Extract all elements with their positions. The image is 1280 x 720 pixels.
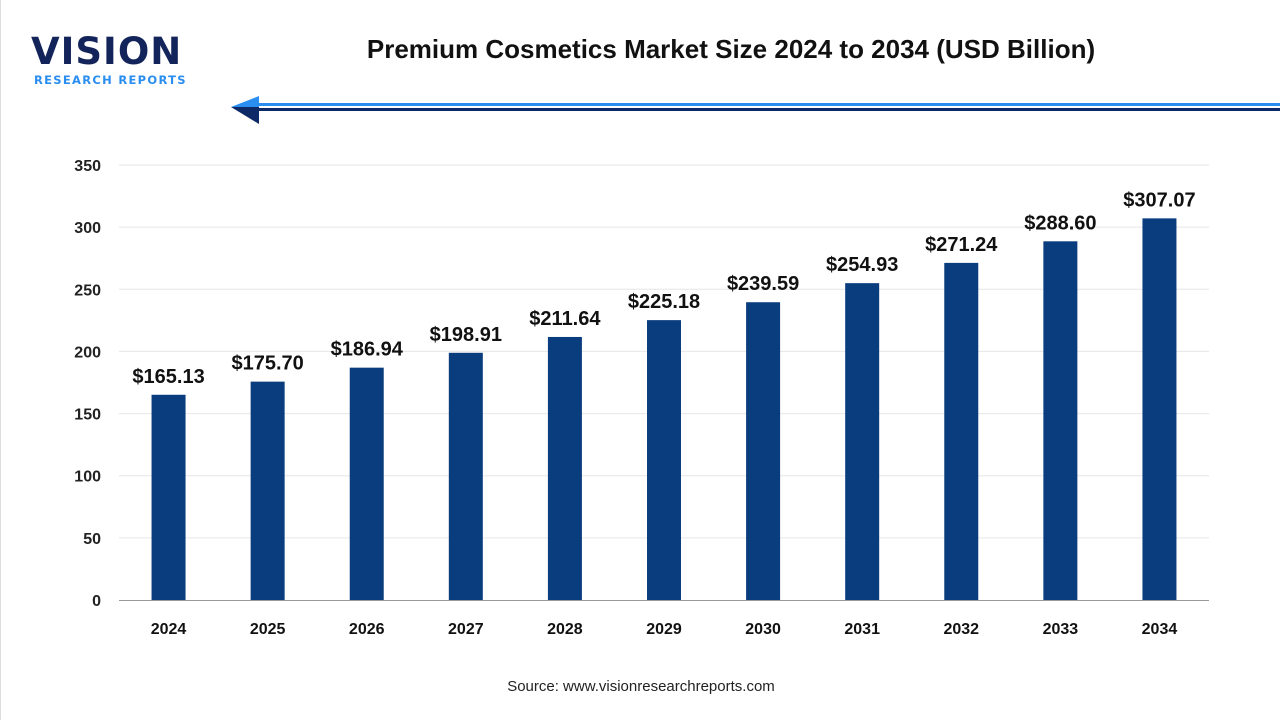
data-label: $239.59: [727, 273, 799, 295]
y-tick-label: 250: [74, 282, 101, 299]
data-label: $198.91: [430, 324, 502, 346]
y-tick-label: 200: [74, 344, 101, 361]
data-label: $271.24: [925, 234, 998, 256]
bar: [647, 320, 681, 600]
y-tick-label: 350: [74, 158, 101, 175]
data-label: $186.94: [331, 339, 404, 361]
bar: [547, 336, 582, 600]
x-tick-label: 2026: [349, 621, 385, 638]
source-note: Source: www.visionresearchreports.com: [507, 678, 775, 695]
y-tick-label: 0: [92, 593, 101, 610]
bar: [1043, 241, 1078, 600]
x-tick-label: 2032: [943, 621, 979, 638]
chart-title: Premium Cosmetics Market Size 2024 to 20…: [366, 34, 1096, 64]
data-label: $211.64: [529, 308, 601, 330]
x-tick-label: 2030: [745, 621, 781, 638]
bar: [349, 367, 384, 600]
data-label: $254.93: [826, 254, 898, 276]
data-label: $288.60: [1024, 212, 1096, 234]
logo-word: VISION: [31, 30, 183, 73]
header-arrow-icon: [231, 96, 1280, 124]
data-label: $307.07: [1123, 189, 1195, 211]
x-tick-label: 2034: [1142, 621, 1178, 638]
y-tick-label: 100: [74, 469, 101, 486]
bar: [944, 262, 979, 600]
x-tick-label: 2025: [250, 621, 286, 638]
bar: [845, 283, 880, 600]
x-tick-label: 2033: [1043, 621, 1079, 638]
bar: [151, 394, 186, 600]
data-label: $225.18: [628, 291, 700, 313]
x-tick-label: 2031: [844, 621, 880, 638]
bar: [746, 302, 781, 600]
x-tick-label: 2027: [448, 621, 484, 638]
bar: [448, 352, 483, 600]
y-tick-label: 300: [74, 220, 101, 237]
x-tick-label: 2028: [547, 621, 583, 638]
logo: VISION RESEARCH REPORTS: [31, 30, 186, 90]
x-tick-label: 2029: [646, 621, 682, 638]
x-tick-label: 2024: [151, 621, 187, 638]
y-tick-label: 50: [83, 531, 101, 548]
data-label: $175.70: [231, 353, 303, 375]
bar: [250, 381, 285, 600]
logo-subtitle: RESEARCH REPORTS: [34, 73, 187, 87]
bar: [1142, 218, 1177, 601]
data-label: $165.13: [132, 366, 204, 388]
y-tick-label: 150: [74, 407, 101, 424]
